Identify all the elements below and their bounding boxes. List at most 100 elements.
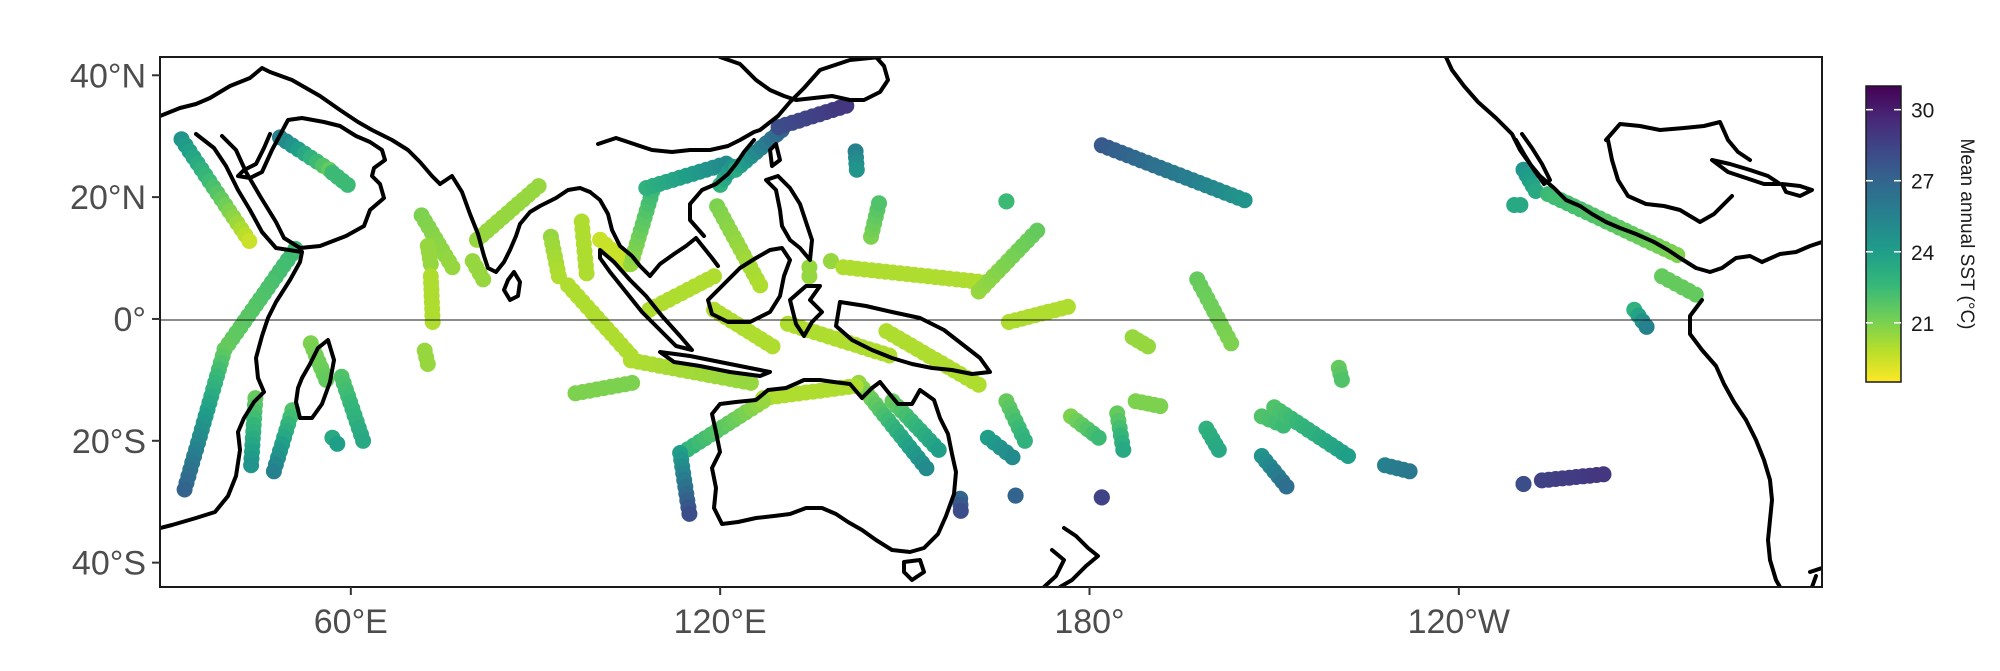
coast-bay-bengal: [588, 190, 652, 278]
reef-point: [424, 314, 441, 330]
reef-point: [871, 195, 887, 212]
colorbar-tick-label: 21: [1911, 313, 1934, 336]
coast-north-america: [1444, 57, 1764, 274]
reef-point: [1007, 487, 1024, 504]
coast-japan: [718, 57, 890, 102]
reef-point: [1278, 478, 1295, 495]
reef-point: [706, 268, 722, 285]
reef-point: [176, 481, 193, 498]
reef-point: [1093, 489, 1110, 506]
reef-point: [1340, 448, 1356, 464]
reef-point: [624, 374, 641, 391]
coastlines: [160, 57, 1822, 587]
lat-tick-label: 40°N: [70, 57, 146, 95]
reef-point: [681, 505, 698, 522]
coast-india: [438, 174, 592, 274]
reef-point: [1115, 441, 1132, 458]
colorbar-tick-label: 30: [1911, 100, 1934, 123]
reef-point: [930, 441, 947, 458]
reef-point: [1029, 222, 1046, 239]
colorbar-tick-label: 24: [1911, 242, 1935, 265]
reef-point: [823, 253, 839, 270]
reef-point: [1236, 192, 1253, 209]
reef-point: [1090, 429, 1107, 446]
coast-australia: [710, 378, 958, 554]
reef-point: [1401, 463, 1418, 480]
coast-arabia-north: [160, 66, 442, 186]
map-panel-background: [160, 57, 1822, 587]
reef-point: [918, 460, 935, 477]
coast-red-sea: [220, 116, 387, 250]
reef-point: [998, 193, 1015, 210]
reef-point: [801, 268, 818, 285]
coast-gulf-mexico: [1604, 120, 1752, 224]
coast-hispaniola: [1780, 182, 1814, 198]
reef-point: [970, 376, 987, 393]
sst-legend: 21 24 27 30 Mean annual SST (°C): [1865, 85, 1977, 383]
reef-point: [265, 463, 282, 480]
lon-tick-label: 180°: [1054, 603, 1124, 641]
reef-point: [329, 435, 346, 452]
reef-point: [764, 338, 781, 355]
reef-point: [444, 259, 461, 276]
reef-point: [1638, 318, 1655, 335]
reef-point: [419, 356, 436, 372]
reef-point: [1016, 432, 1033, 449]
coast-new-guinea: [834, 300, 992, 376]
lat-tick-label: 20°N: [70, 179, 146, 217]
reef-point: [742, 374, 759, 391]
reef-point: [422, 256, 439, 273]
reef-point: [475, 271, 492, 288]
reef-point: [355, 432, 372, 449]
lat-tick-label: 40°S: [72, 545, 146, 583]
reef-point: [1515, 476, 1532, 492]
coast-sri-lanka: [502, 270, 522, 302]
coast-se-asia: [596, 57, 882, 278]
lon-tick-label: 120°E: [674, 603, 767, 641]
latitude-axis: 40°N 20°N 0° 20°S 40°S: [70, 57, 160, 583]
coast-borneo: [706, 246, 792, 324]
coast-madagascar: [294, 338, 336, 420]
reef-point: [1333, 371, 1350, 388]
reef-point: [1004, 449, 1021, 466]
coast-java: [658, 350, 772, 378]
coast-baja: [1514, 132, 1552, 186]
reef-point: [339, 176, 356, 193]
reef-point: [1140, 338, 1156, 355]
coast-sumatra: [598, 248, 694, 352]
reef-point: [1687, 286, 1704, 303]
longitude-axis: 60°E 120°E 180° 120°W: [314, 587, 1510, 641]
reef-point: [1527, 183, 1544, 199]
colorbar-tick-label: 27: [1911, 171, 1934, 194]
lon-tick-label: 60°E: [314, 603, 388, 641]
coast-tasmania: [902, 558, 926, 582]
coast-south-america: [1688, 240, 1822, 587]
reef-point: [848, 161, 865, 178]
reef-point: [243, 457, 260, 474]
lat-tick-label: 0°: [113, 301, 146, 339]
reef-point: [1059, 298, 1076, 315]
reef-point: [241, 233, 258, 249]
reef-point: [1152, 398, 1169, 415]
reef-point: [952, 502, 969, 519]
map-panel-border: [159, 56, 1823, 588]
coast-atlantic-south: [1808, 566, 1822, 587]
reef-point: [752, 277, 769, 294]
reef-point: [530, 178, 547, 195]
coast-africa-east: [160, 132, 304, 530]
coast-sulawesi: [788, 284, 824, 338]
coast-new-zealand: [1042, 526, 1100, 587]
colorbar-title: Mean annual SST (°C): [1956, 138, 1977, 329]
coast-taiwan: [768, 142, 782, 168]
coast-philippines: [764, 174, 814, 262]
colorbar-ticks: 21 24 27 30: [1866, 100, 1935, 336]
lat-tick-label: 20°S: [72, 423, 146, 461]
reef-point: [578, 265, 595, 282]
reef-point: [1512, 197, 1529, 213]
reef-point: [1210, 441, 1227, 458]
reef-point: [1595, 466, 1612, 483]
reef-point: [1223, 335, 1240, 352]
reef-point: [847, 378, 864, 394]
sst-colorbar: [1865, 85, 1902, 383]
